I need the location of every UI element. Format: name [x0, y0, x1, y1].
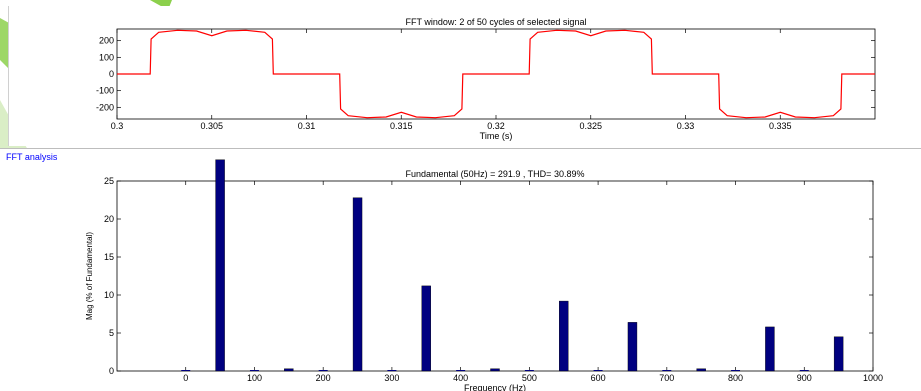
x-tick-label: 0.3	[111, 121, 124, 131]
signal-series-line	[117, 29, 875, 119]
fft-analysis-label: FFT analysis	[6, 152, 58, 162]
fft-bar	[284, 368, 294, 372]
y-tick-label: 10	[104, 290, 114, 300]
y-tick-label: 0	[109, 69, 114, 79]
x-tick-label: 0.33	[677, 121, 695, 131]
x-tick-label: 0	[183, 373, 188, 383]
chart-title: FFT window: 2 of 50 cycles of selected s…	[406, 17, 587, 27]
fft-bar	[559, 300, 569, 372]
x-tick-label: 1000	[863, 373, 883, 383]
x-tick-label: 0.31	[298, 121, 316, 131]
fft-bar	[352, 197, 363, 372]
x-tick-label: 400	[453, 373, 468, 383]
y-tick-label: 5	[109, 328, 114, 338]
tick-group: 0.3 0.305 0.31 0.315 0.32 0.325 0.33 0.335 200 10…	[96, 29, 875, 131]
bar-group	[181, 159, 844, 372]
x-tick-label: 100	[247, 373, 262, 383]
x-tick-label: 0.305	[200, 121, 223, 131]
x-tick-label: 0.32	[487, 121, 505, 131]
x-tick-label: 500	[522, 373, 537, 383]
y-tick-label: 25	[104, 176, 114, 186]
y-tick-label: 20	[104, 214, 114, 224]
plot-frame	[116, 180, 874, 372]
fft-bar	[765, 326, 775, 372]
fft-bar	[696, 368, 706, 372]
fft-bar	[627, 322, 638, 372]
y-tick-label: -200	[96, 102, 114, 112]
x-tick-label: 900	[797, 373, 812, 383]
x-tick-label: 800	[728, 373, 743, 383]
x-tick-label: 600	[591, 373, 606, 383]
x-tick-label: 300	[384, 373, 399, 383]
tick-group: 0 100 200 300 400 500 600 700 800 900 1000 0 5 10 15 20…	[104, 176, 883, 383]
y-tick-label: 0	[109, 366, 114, 376]
y-tick-label: -100	[96, 86, 114, 96]
x-tick-label: 700	[659, 373, 674, 383]
y-axis-label: Mag (% of Fundamental)	[85, 232, 94, 320]
fft-bar	[490, 368, 500, 372]
y-tick-label: 100	[99, 52, 114, 62]
x-tick-label: 0.335	[769, 121, 792, 131]
fft-bar	[215, 159, 225, 372]
fft-bar	[833, 336, 844, 372]
x-tick-label: 0.325	[579, 121, 602, 131]
x-tick-label: 0.315	[390, 121, 413, 131]
x-axis-label: Frequency (Hz)	[464, 383, 526, 391]
x-tick-label: 200	[316, 373, 331, 383]
chart-title: Fundamental (50Hz) = 291.9 , THD= 30.89%	[406, 169, 585, 179]
fft-bar	[421, 285, 431, 372]
x-axis-label: Time (s)	[480, 131, 513, 141]
y-tick-label: 15	[104, 252, 114, 262]
y-tick-label: 200	[99, 36, 114, 46]
